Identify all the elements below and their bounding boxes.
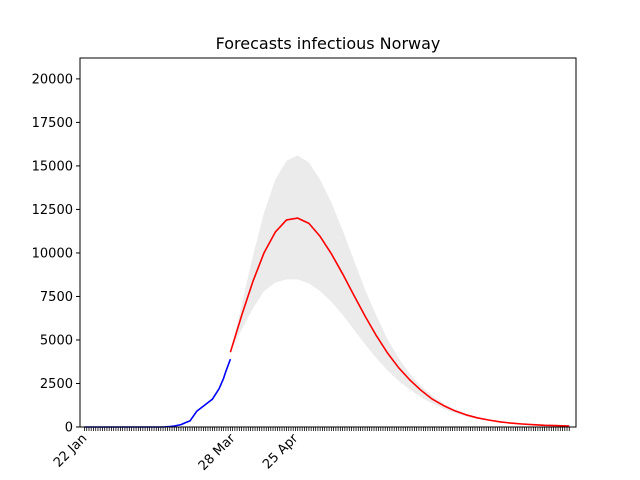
- y-tick-label: 0: [65, 421, 73, 436]
- forecast-line: [229, 217, 570, 427]
- y-tick-label: 17500: [32, 116, 73, 131]
- axes-frame: [79, 57, 577, 428]
- y-tick-label: 15000: [32, 159, 73, 174]
- chart-title: Forecasts infectious Norway: [216, 34, 441, 53]
- y-tick-label: 12500: [32, 203, 73, 218]
- y-tick-label: 7500: [40, 290, 73, 305]
- y-tick-label: 5000: [40, 333, 73, 348]
- y-tick-label: 2500: [40, 377, 73, 392]
- y-tick-label: 20000: [32, 72, 73, 87]
- y-tick-label: 10000: [32, 246, 73, 261]
- forecast-uncertainty-band: [230, 155, 570, 426]
